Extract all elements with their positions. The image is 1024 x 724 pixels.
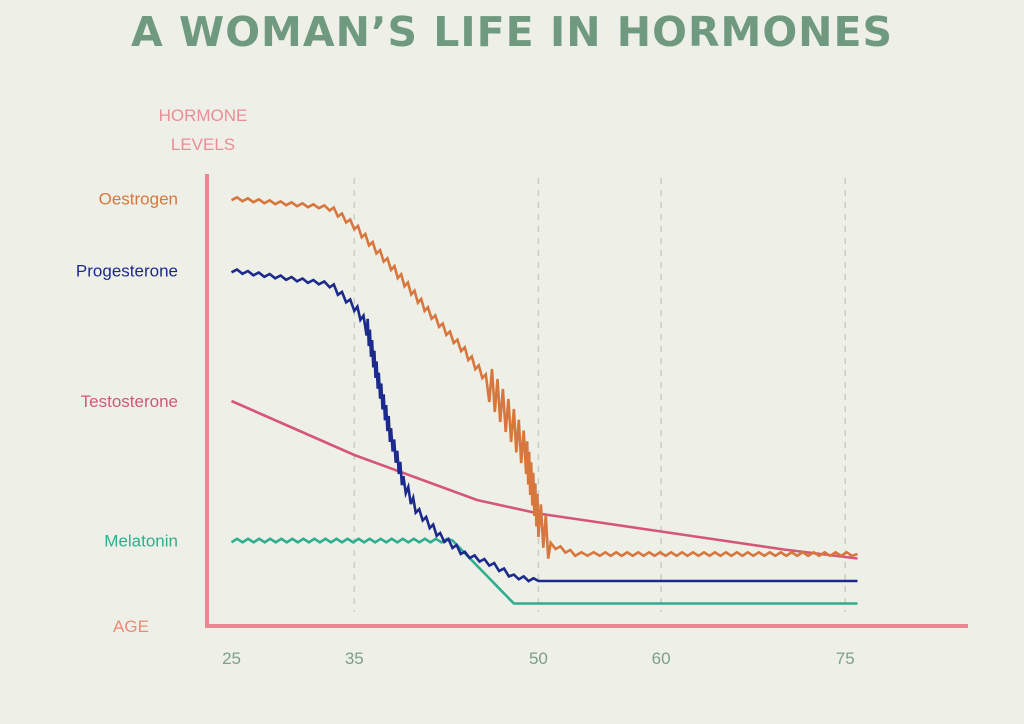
- series-label-testosterone: Testosterone: [81, 392, 178, 411]
- x-axis-label: AGE: [113, 617, 149, 636]
- axes: [205, 174, 968, 628]
- y-axis-label: HORMONE LEVELS: [159, 106, 248, 154]
- series-label-melatonin: Melatonin: [104, 532, 178, 551]
- series-line-oestrogen: [230, 195, 858, 559]
- series-line-progesterone: [230, 267, 858, 583]
- x-tick-label: 50: [529, 649, 548, 668]
- x-tick-label: 60: [652, 649, 671, 668]
- grid-lines: [353, 178, 847, 612]
- series-label-progesterone: Progesterone: [76, 262, 178, 281]
- y-axis-label-line: LEVELS: [171, 135, 235, 154]
- series-label-oestrogen: Oestrogen: [99, 190, 178, 209]
- x-tick-label: 25: [222, 649, 241, 668]
- series-lines: [230, 195, 858, 605]
- series-line-melatonin: [230, 537, 858, 605]
- page-title: A WOMAN’S LIFE IN HORMONES: [130, 8, 894, 56]
- y-axis-label-line: HORMONE: [159, 106, 248, 125]
- x-ticks: 25 35 50 60 75: [222, 649, 855, 668]
- x-tick-label: 75: [836, 649, 855, 668]
- series-labels: Oestrogen Progesterone Testosterone Melaton…: [76, 190, 178, 551]
- x-tick-label: 35: [345, 649, 364, 668]
